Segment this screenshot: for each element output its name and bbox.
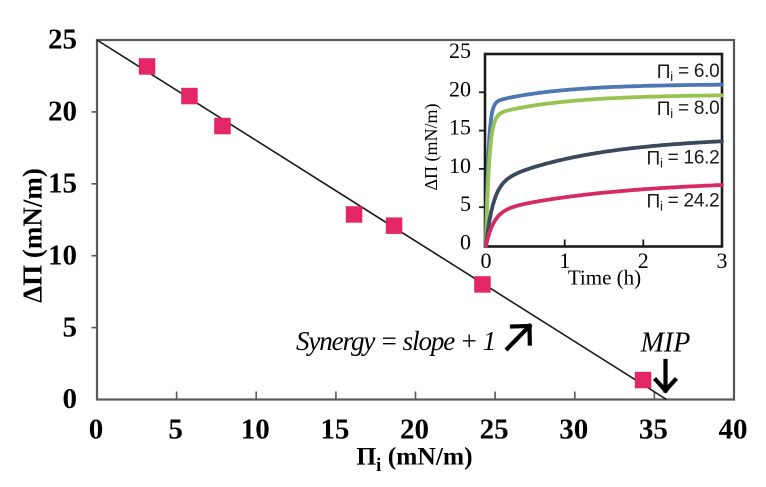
svg-text:35: 35 <box>639 413 668 445</box>
svg-text:25: 25 <box>480 413 509 445</box>
svg-text:0: 0 <box>63 383 78 415</box>
svg-text:30: 30 <box>559 413 588 445</box>
svg-text:40: 40 <box>719 413 748 445</box>
svg-text:Synergy = slope + 1: Synergy = slope + 1 <box>296 326 495 356</box>
svg-text:25: 25 <box>449 38 471 63</box>
svg-text:1: 1 <box>559 248 570 273</box>
svg-text:20: 20 <box>48 96 77 128</box>
svg-text:Πi = 6.0: Πi = 6.0 <box>657 61 720 84</box>
svg-text:Time (h): Time (h) <box>568 266 641 290</box>
svg-text:0: 0 <box>89 413 104 445</box>
svg-text:Πi = 8.0: Πi = 8.0 <box>657 98 720 121</box>
svg-text:Πi = 16.2: Πi = 16.2 <box>646 148 719 171</box>
svg-text:20: 20 <box>400 413 429 445</box>
svg-text:Πi (mN/m): Πi (mN/m) <box>356 442 472 477</box>
svg-text:0: 0 <box>460 230 471 255</box>
svg-text:15: 15 <box>48 168 77 200</box>
svg-text:10: 10 <box>48 239 77 271</box>
svg-text:3: 3 <box>717 248 728 273</box>
svg-text:5: 5 <box>460 191 471 216</box>
svg-text:ΔΠ (mN/m): ΔΠ (mN/m) <box>421 103 442 190</box>
svg-text:5: 5 <box>63 311 78 343</box>
svg-text:10: 10 <box>449 153 471 178</box>
svg-text:20: 20 <box>449 76 471 101</box>
svg-text:15: 15 <box>320 413 349 445</box>
svg-text:MIP: MIP <box>640 328 691 359</box>
svg-text:2: 2 <box>638 248 649 273</box>
svg-text:Πi = 24.2: Πi = 24.2 <box>646 190 719 213</box>
svg-text:25: 25 <box>48 24 77 56</box>
svg-text:5: 5 <box>168 413 183 445</box>
svg-text:15: 15 <box>449 115 471 140</box>
svg-text:10: 10 <box>241 413 270 445</box>
svg-text:ΔΠ (mN/m): ΔΠ (mN/m) <box>18 168 48 303</box>
svg-text:0: 0 <box>481 248 492 273</box>
